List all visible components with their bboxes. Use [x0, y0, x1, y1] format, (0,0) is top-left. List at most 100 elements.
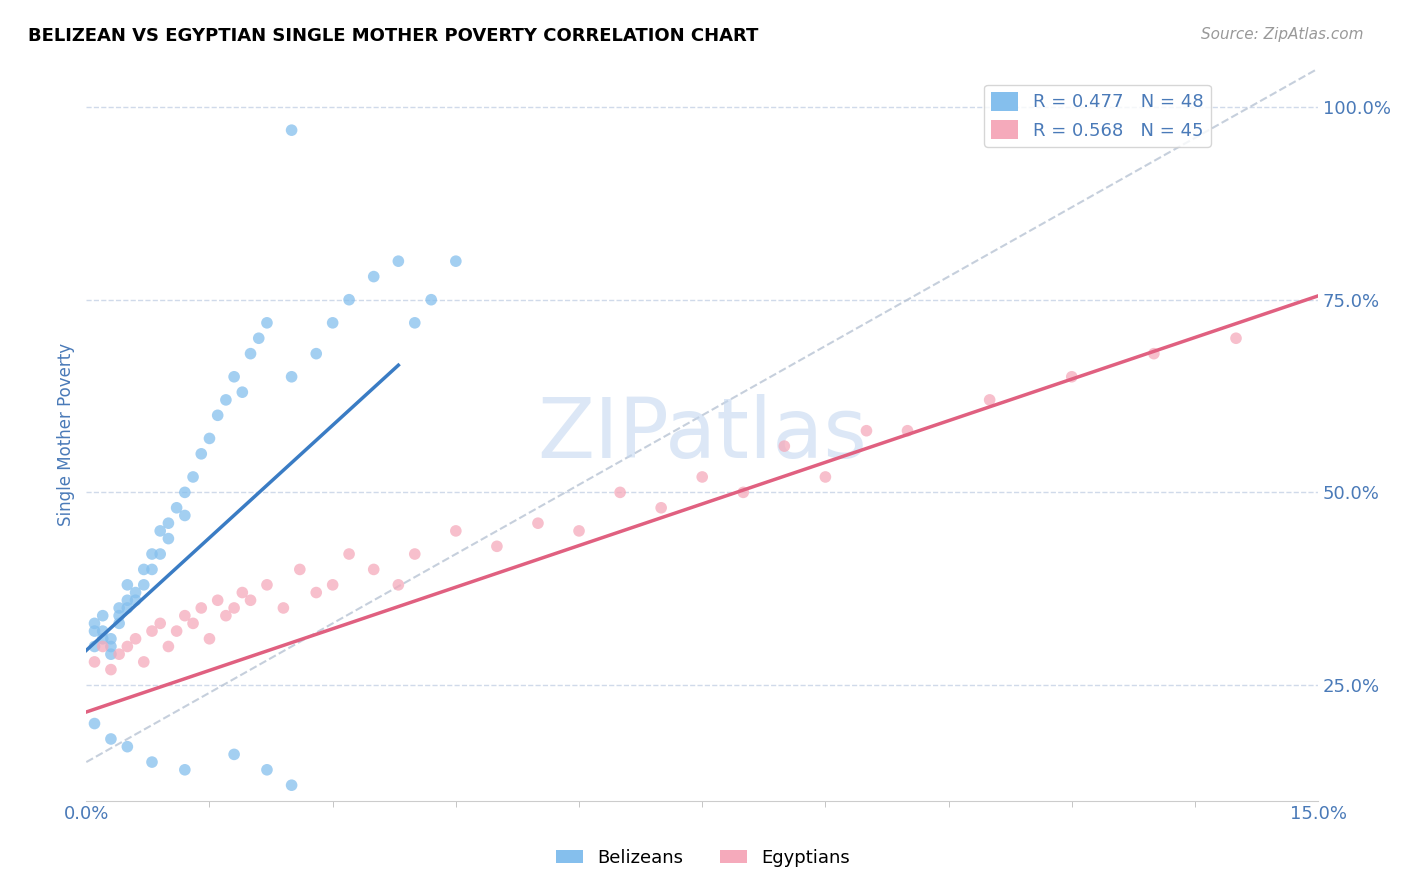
- Point: [1060, 369, 1083, 384]
- Point: [108, 647, 131, 661]
- Point: [190, 447, 212, 461]
- Point: [124, 632, 146, 646]
- Point: [198, 432, 221, 446]
- Point: [280, 369, 302, 384]
- Point: [117, 739, 139, 754]
- Point: [239, 593, 262, 607]
- Point: [91, 624, 114, 638]
- Point: [690, 470, 713, 484]
- Point: [100, 632, 122, 646]
- Point: [231, 385, 253, 400]
- Point: [207, 409, 229, 423]
- Point: [100, 731, 122, 746]
- Point: [132, 655, 155, 669]
- Point: [100, 640, 122, 654]
- Point: [190, 601, 212, 615]
- Point: [363, 562, 385, 576]
- Text: BELIZEAN VS EGYPTIAN SINGLE MOTHER POVERTY CORRELATION CHART: BELIZEAN VS EGYPTIAN SINGLE MOTHER POVER…: [28, 27, 758, 45]
- Point: [91, 632, 114, 646]
- Point: [124, 585, 146, 599]
- Point: [363, 269, 385, 284]
- Point: [773, 439, 796, 453]
- Point: [108, 608, 131, 623]
- Point: [173, 485, 195, 500]
- Point: [485, 539, 508, 553]
- Legend: R = 0.477   N = 48, R = 0.568   N = 45: R = 0.477 N = 48, R = 0.568 N = 45: [984, 85, 1211, 147]
- Point: [198, 632, 221, 646]
- Point: [733, 485, 755, 500]
- Point: [256, 763, 278, 777]
- Point: [83, 616, 105, 631]
- Point: [149, 524, 172, 538]
- Point: [420, 293, 443, 307]
- Point: [273, 601, 295, 615]
- Point: [181, 470, 204, 484]
- Point: [322, 578, 344, 592]
- Point: [100, 663, 122, 677]
- Point: [305, 346, 328, 360]
- Point: [132, 562, 155, 576]
- Point: [979, 392, 1001, 407]
- Point: [337, 293, 360, 307]
- Text: ZIPatlas: ZIPatlas: [537, 394, 868, 475]
- Point: [280, 778, 302, 792]
- Point: [814, 470, 837, 484]
- Point: [288, 562, 311, 576]
- Y-axis label: Single Mother Poverty: Single Mother Poverty: [58, 343, 75, 526]
- Point: [387, 578, 409, 592]
- Point: [141, 547, 163, 561]
- Point: [387, 254, 409, 268]
- Point: [247, 331, 270, 345]
- Point: [568, 524, 591, 538]
- Point: [444, 254, 467, 268]
- Point: [141, 562, 163, 576]
- Point: [305, 585, 328, 599]
- Point: [117, 578, 139, 592]
- Point: [83, 640, 105, 654]
- Point: [444, 524, 467, 538]
- Point: [256, 316, 278, 330]
- Point: [322, 316, 344, 330]
- Point: [855, 424, 877, 438]
- Point: [117, 640, 139, 654]
- Point: [215, 392, 238, 407]
- Point: [108, 616, 131, 631]
- Point: [1143, 346, 1166, 360]
- Point: [149, 547, 172, 561]
- Point: [280, 123, 302, 137]
- Point: [224, 747, 246, 762]
- Point: [83, 624, 105, 638]
- Point: [181, 616, 204, 631]
- Point: [117, 601, 139, 615]
- Point: [404, 547, 426, 561]
- Legend: Belizeans, Egyptians: Belizeans, Egyptians: [548, 842, 858, 874]
- Point: [609, 485, 631, 500]
- Point: [207, 593, 229, 607]
- Point: [173, 508, 195, 523]
- Point: [132, 578, 155, 592]
- Point: [83, 655, 105, 669]
- Point: [157, 640, 180, 654]
- Point: [141, 624, 163, 638]
- Point: [166, 500, 188, 515]
- Point: [224, 369, 246, 384]
- Point: [337, 547, 360, 561]
- Point: [1225, 331, 1247, 345]
- Point: [173, 763, 195, 777]
- Point: [650, 500, 672, 515]
- Point: [215, 608, 238, 623]
- Point: [108, 601, 131, 615]
- Point: [166, 624, 188, 638]
- Point: [231, 585, 253, 599]
- Point: [83, 716, 105, 731]
- Point: [157, 516, 180, 531]
- Point: [141, 755, 163, 769]
- Point: [91, 640, 114, 654]
- Point: [117, 593, 139, 607]
- Point: [91, 608, 114, 623]
- Point: [124, 593, 146, 607]
- Point: [157, 532, 180, 546]
- Point: [239, 346, 262, 360]
- Text: Source: ZipAtlas.com: Source: ZipAtlas.com: [1201, 27, 1364, 42]
- Point: [224, 601, 246, 615]
